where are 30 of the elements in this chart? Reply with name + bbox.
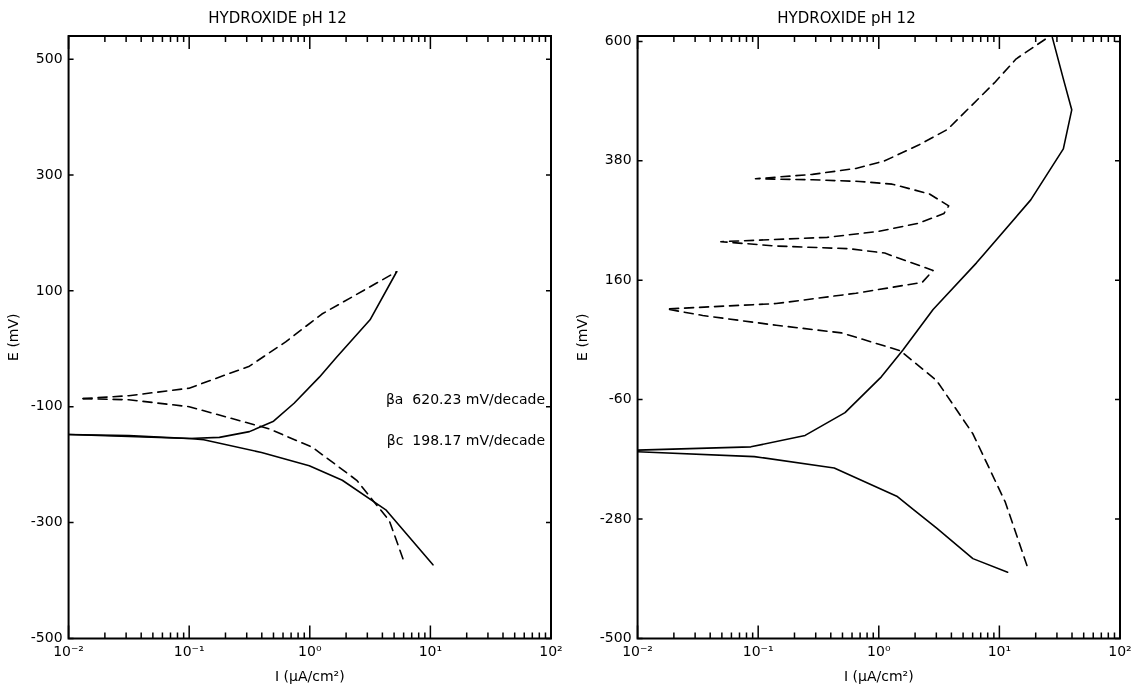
x-tick-label: 10² — [1108, 643, 1132, 660]
y-tick-label: -300 — [30, 513, 63, 530]
y-tick-label: 500 — [35, 49, 63, 66]
y-tick-label: 100 — [35, 281, 63, 298]
y-tick-label: 600 — [604, 32, 632, 49]
x-tick-label: 10⁻² — [53, 643, 84, 660]
y-tick-label: -60 — [608, 390, 632, 407]
y-tick-label: 300 — [35, 165, 63, 182]
x-tick-label: 10¹ — [418, 643, 443, 660]
y-tick-label: 380 — [604, 151, 632, 168]
x-tick-label: 10⁻¹ — [742, 643, 774, 660]
chart-title: HYDROXIDE pH 12 — [777, 8, 916, 27]
x-axis-title: I (μA/cm²) — [843, 668, 914, 685]
x-tick-label: 10² — [539, 643, 563, 660]
x-tick-label: 10⁻¹ — [173, 643, 205, 660]
x-tick-label: 10⁰ — [867, 643, 891, 660]
chart-title: HYDROXIDE pH 12 — [208, 8, 347, 27]
x-tick-label: 10⁻² — [622, 643, 653, 660]
annotation: βa 620.23 mV/decade — [385, 391, 545, 408]
y-tick-label: -500 — [599, 629, 632, 646]
y-tick-label: 160 — [604, 270, 632, 287]
annotation: βc 198.17 mV/decade — [386, 432, 545, 449]
y-axis-title: E (mV) — [574, 313, 591, 361]
y-axis-title: E (mV) — [5, 313, 22, 361]
x-axis-title: I (μA/cm²) — [274, 668, 345, 685]
y-tick-label: -500 — [30, 629, 63, 646]
y-tick-label: -280 — [599, 509, 632, 526]
x-tick-label: 10⁰ — [298, 643, 322, 660]
y-tick-label: -100 — [30, 397, 63, 414]
x-tick-label: 10¹ — [987, 643, 1012, 660]
